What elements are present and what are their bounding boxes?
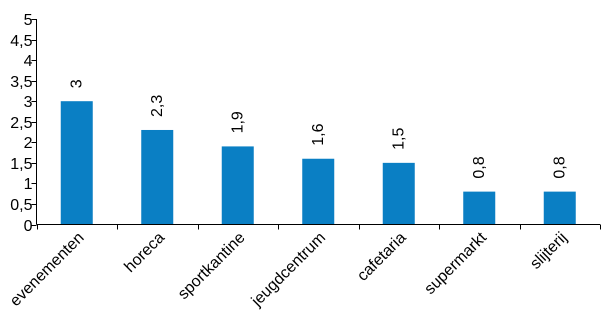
category-label-horeca: horeca bbox=[121, 229, 168, 276]
bar-supermarkt bbox=[463, 191, 496, 225]
data-labels: 3 2,3 1,9 1,6 1,5 0,8 0,8 bbox=[69, 79, 569, 178]
y-tick-label: 4,5 bbox=[10, 33, 32, 50]
category-label-cafetaria: cafetaria bbox=[354, 229, 409, 284]
y-tick-label: 1,5 bbox=[10, 156, 32, 173]
y-tick-label: 0,5 bbox=[10, 197, 32, 214]
y-tick-label: 4 bbox=[24, 53, 33, 70]
y-tick-label: 2,5 bbox=[10, 115, 32, 132]
bar-evenementen bbox=[60, 101, 93, 225]
bar-horeca bbox=[141, 129, 174, 225]
y-tick-label: 3,5 bbox=[10, 74, 32, 91]
y-tick-label: 5 bbox=[24, 12, 33, 29]
data-label-supermarkt: 0,8 bbox=[471, 156, 488, 178]
category-label-supermarkt: supermarkt bbox=[421, 229, 490, 298]
y-tick-label: 3 bbox=[24, 94, 33, 111]
y-tick-label: 2 bbox=[24, 135, 33, 152]
data-label-sportkantine: 1,9 bbox=[230, 111, 247, 133]
data-label-evenementen: 3 bbox=[69, 79, 86, 88]
category-labels: evenementen horeca sportkantine jeugdcentru… bbox=[7, 229, 571, 311]
category-label-jeugdcentrum: jeugdcentrum bbox=[248, 229, 329, 310]
category-label-evenementen: evenementen bbox=[7, 229, 88, 310]
y-axis-ticks: 0 0,5 1 1,5 2 2,5 3 3,5 4 4,5 5 bbox=[10, 12, 37, 235]
bar-cafetaria bbox=[382, 162, 415, 225]
axes bbox=[36, 19, 600, 225]
data-label-horeca: 2,3 bbox=[149, 95, 166, 117]
category-label-slijterij: slijterij bbox=[527, 229, 570, 272]
y-tick-label: 0 bbox=[24, 218, 33, 235]
bar-sportkantine bbox=[221, 146, 254, 225]
data-label-slijterij: 0,8 bbox=[552, 156, 569, 178]
data-label-cafetaria: 1,5 bbox=[391, 128, 408, 150]
x-axis-ticks bbox=[37, 224, 601, 230]
category-label-sportkantine: sportkantine bbox=[175, 229, 249, 303]
bar-jeugdcentrum bbox=[302, 158, 335, 225]
y-tick-label: 1 bbox=[24, 176, 33, 193]
data-label-jeugdcentrum: 1,6 bbox=[310, 123, 327, 145]
bar-slijterij bbox=[543, 191, 576, 225]
bars bbox=[60, 101, 576, 225]
